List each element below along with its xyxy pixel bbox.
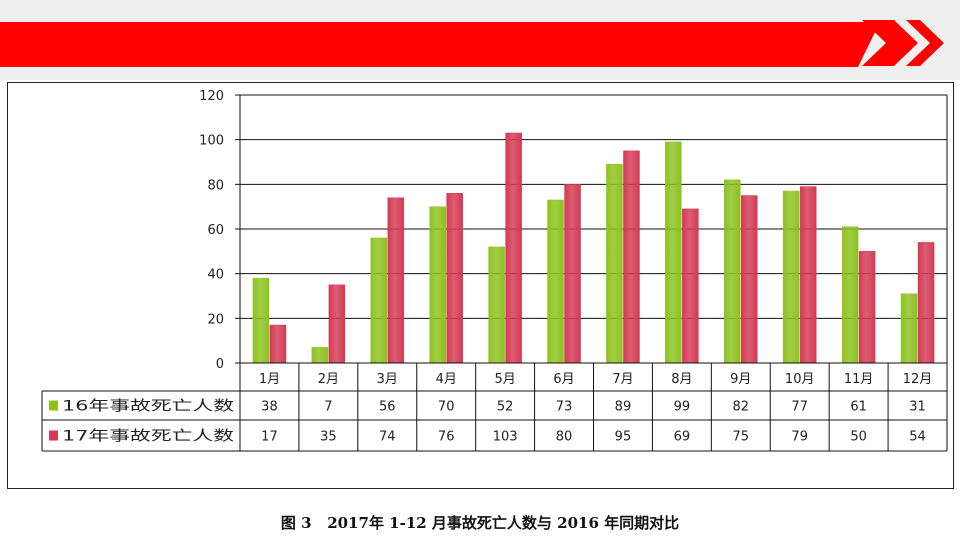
x-tick-label: 6月	[553, 372, 574, 387]
bar	[269, 324, 287, 364]
bar	[311, 347, 329, 364]
bar	[799, 186, 817, 364]
y-tick-label: 0	[216, 357, 224, 372]
data-label: 70	[438, 400, 455, 415]
bar	[782, 190, 800, 364]
bar	[606, 163, 623, 364]
double-chevron-right-icon	[862, 20, 918, 66]
legend-swatch	[49, 400, 58, 411]
data-label: 69	[674, 430, 691, 445]
legend-label: 16年事故死亡人数	[62, 399, 234, 415]
bar	[328, 284, 346, 364]
bar	[564, 184, 581, 364]
x-tick-label: 12月	[903, 372, 933, 387]
bar	[858, 251, 876, 364]
data-label: 17	[261, 430, 278, 445]
x-tick-label: 4月	[436, 372, 457, 387]
bar	[387, 197, 405, 364]
data-label: 35	[320, 430, 337, 445]
figure-caption: 图 3 2017年 1-12 月事故死亡人数与 2016 年同期对比	[280, 514, 680, 532]
bar	[724, 179, 741, 364]
data-label: 31	[909, 400, 926, 415]
data-label: 38	[261, 400, 278, 415]
bar	[841, 226, 859, 364]
y-tick-label: 100	[199, 134, 224, 149]
bars	[252, 132, 935, 364]
data-label: 52	[497, 400, 514, 415]
data-label: 76	[438, 430, 455, 445]
data-label: 77	[791, 400, 808, 415]
data-label: 103	[493, 430, 518, 445]
x-tick-label: 11月	[844, 372, 874, 387]
data-label: 73	[556, 400, 573, 415]
data-label: 79	[791, 430, 808, 445]
bar	[917, 242, 935, 364]
data-label: 89	[615, 400, 632, 415]
x-tick-label: 8月	[671, 372, 692, 387]
red-header-band	[0, 22, 880, 67]
data-label: 54	[909, 430, 926, 445]
bar	[446, 193, 463, 364]
bar	[370, 237, 388, 364]
data-label: 95	[615, 430, 632, 445]
gridlines	[240, 94, 947, 364]
bar-chart: 0 20 40 60 80 100 120 1月 2月 3月 4月 5月 6月 7月 8月 9月 10月 11月…	[41, 89, 948, 452]
x-tick-label: 3月	[377, 372, 398, 387]
data-label: 82	[733, 400, 750, 415]
bar	[900, 293, 918, 364]
bar	[682, 208, 699, 364]
data-label: 75	[733, 430, 750, 445]
y-axis: 0 20 40 60 80 100 120	[199, 89, 948, 372]
data-label: 50	[850, 430, 867, 445]
data-label: 99	[674, 400, 691, 415]
data-label: 61	[850, 400, 867, 415]
bar	[665, 141, 682, 364]
y-tick-label: 120	[199, 89, 224, 104]
bar	[623, 150, 640, 364]
y-tick-label: 60	[207, 223, 224, 238]
bar	[429, 206, 446, 364]
y-tick-label: 40	[207, 268, 224, 283]
bar	[488, 246, 505, 364]
bar	[252, 277, 270, 364]
x-tick-label: 9月	[730, 372, 751, 387]
x-tick-label: 10月	[785, 372, 815, 387]
bar	[741, 195, 758, 364]
data-label: 80	[556, 430, 573, 445]
x-tick-label: 1月	[259, 372, 280, 387]
data-label: 74	[379, 430, 396, 445]
legend-label: 17年事故死亡人数	[62, 429, 234, 445]
x-tick-label: 2月	[318, 372, 339, 387]
y-tick-label: 20	[207, 312, 224, 327]
legend-swatch	[49, 430, 58, 441]
x-tick-label: 5月	[494, 372, 515, 387]
bar	[505, 132, 522, 364]
header-banner	[0, 0, 960, 80]
x-tick-label: 7月	[612, 372, 633, 387]
y-tick-label: 80	[207, 178, 224, 193]
chevron-right-icon	[906, 20, 944, 66]
bar	[547, 199, 564, 364]
data-label: 7	[324, 400, 332, 415]
data-label: 56	[379, 400, 396, 415]
